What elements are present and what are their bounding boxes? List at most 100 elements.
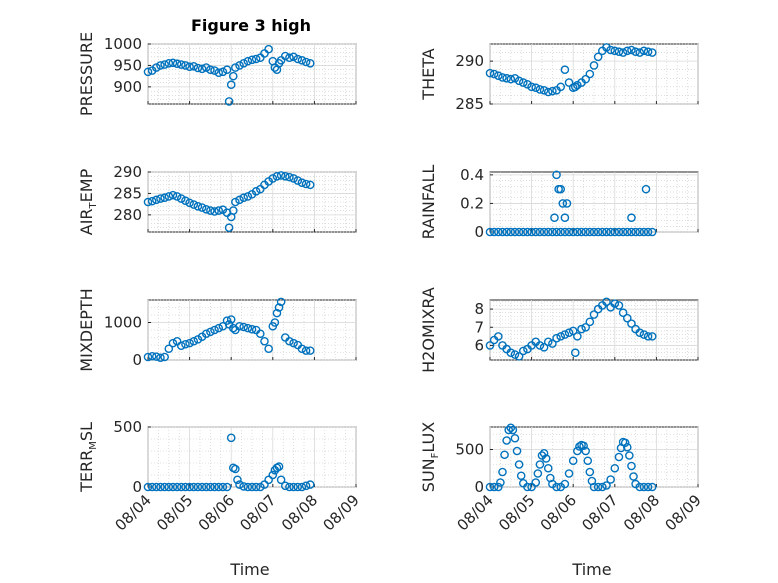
data-point [143,352,153,362]
data-point [556,82,566,92]
data-point [560,65,570,75]
data-point [193,201,203,211]
data-point [297,55,307,65]
data-point [614,227,624,237]
y-tick-label: 500 [113,418,142,436]
data-point [293,482,303,492]
data-point [235,61,244,70]
data-point [260,336,269,346]
data-point [301,346,311,355]
data-point [210,325,219,335]
data-point [231,197,240,207]
data-point [514,227,524,237]
data-point [160,60,169,69]
y-axis-label: MIXDEPTH [77,288,96,371]
data-point [305,58,315,68]
data-point [548,86,557,96]
data-point [560,330,570,339]
data-point [494,482,503,492]
data-point [268,174,278,183]
grid [147,43,357,105]
data-point [206,482,215,492]
data-point [629,472,638,481]
subplot-theta: 285 290 THETA [419,43,699,113]
data-point [568,227,578,237]
data-point [156,353,165,363]
data-point [147,351,157,361]
data-point [305,346,315,355]
data-point [602,481,611,490]
data-point [206,206,215,215]
data-point [585,467,595,477]
data-point [274,462,284,471]
grid [489,172,699,233]
x-tick-label: 08/08 [278,491,321,534]
data-point [185,198,194,208]
data-point [160,482,169,492]
data-point [176,482,186,492]
data-point [264,44,273,54]
data-point [224,97,234,106]
x-tick-label: 08/04 [454,491,497,534]
data-point [276,171,286,180]
data-point [627,45,636,55]
data-point [598,227,607,237]
data-point [535,341,545,350]
series-markers [485,297,657,361]
y-tick-label: 280 [113,206,142,224]
data-point [197,203,207,212]
data-point [622,313,632,323]
data-point [285,53,294,63]
data-point [228,71,238,81]
data-point [610,299,620,308]
data-point [589,482,599,492]
x-axis-label: Time [229,560,269,579]
data-point [622,442,632,452]
y-tick-label: 8 [474,300,484,318]
data-point [218,67,228,77]
data-point [560,213,570,223]
data-point [214,482,224,492]
data-point [214,206,224,215]
data-point [512,446,522,456]
data-point [518,346,528,356]
data-point [581,74,590,84]
data-point [606,227,615,237]
data-point [516,471,526,481]
data-point [156,61,165,70]
data-point [543,337,553,347]
data-point [251,54,261,64]
figure-title: Figure 3 high [191,16,311,35]
data-point [531,83,541,93]
data-point [189,61,199,71]
subplot-air-temp: 280 285 290 AIRTEMP [77,163,357,235]
data-point [531,227,541,237]
data-point [610,463,620,473]
data-point [570,348,580,358]
data-point [152,195,161,205]
data-point [160,352,169,362]
data-point [272,171,282,181]
data-point [647,482,657,492]
data-point [506,348,516,358]
data-point [147,482,157,492]
data-point [577,324,586,334]
data-point [498,467,507,477]
data-point [627,461,636,471]
subplot-rainfall: 0 0.2 0.4 RAINFALL [419,165,699,241]
data-point [285,482,294,492]
data-point [210,207,219,216]
data-point [297,482,307,492]
y-axis-label: THETA [419,48,438,100]
series-markers [143,433,315,492]
data-point [251,482,261,492]
data-point [189,200,199,209]
data-point [585,227,595,237]
data-point [502,227,511,237]
data-point [635,48,645,57]
data-point [272,308,282,318]
data-point [635,328,645,338]
data-point [593,52,603,62]
x-tick-label: 08/05 [153,491,196,534]
